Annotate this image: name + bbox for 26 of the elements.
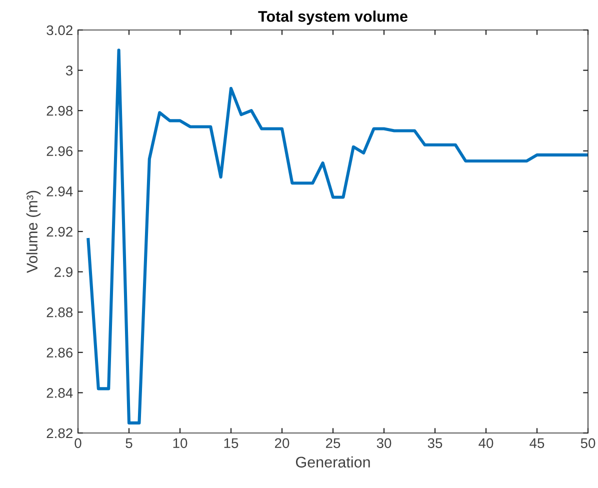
chart-title: Total system volume: [258, 10, 408, 25]
x-tick-label: 10: [173, 438, 188, 448]
x-tick-label: 35: [428, 438, 442, 448]
x-tick-label: 20: [274, 438, 290, 448]
x-tick-label: 25: [326, 438, 340, 448]
y-axis-title: Volume (m³): [26, 190, 41, 274]
x-tick-label: 0: [74, 438, 82, 448]
y-tick-label: 2.98: [46, 106, 73, 116]
y-tick-label: 2.84: [46, 388, 73, 398]
line-series: [86, 48, 588, 424]
y-tick-label: 2.82: [46, 428, 72, 438]
x-axis-title: Generation: [296, 456, 370, 468]
x-tick-label: 5: [126, 438, 132, 448]
x-tick-label: 30: [376, 438, 392, 448]
y-tick-label: 2.9: [54, 267, 72, 277]
y-tick-label: 3.02: [46, 25, 72, 36]
y-tick-label: 2.86: [46, 348, 73, 358]
x-tick-label: 40: [478, 438, 494, 448]
y-tick-label: 3: [66, 66, 73, 76]
x-tick-label: 15: [224, 438, 238, 448]
y-tick-label: 2.88: [46, 307, 73, 318]
x-tick-label: 50: [580, 438, 596, 448]
y-tick-label: 2.92: [46, 226, 72, 237]
y-tick-label: 2.94: [46, 186, 73, 196]
x-tick-label: 45: [530, 438, 544, 448]
y-tick-label: 2.96: [46, 146, 73, 156]
